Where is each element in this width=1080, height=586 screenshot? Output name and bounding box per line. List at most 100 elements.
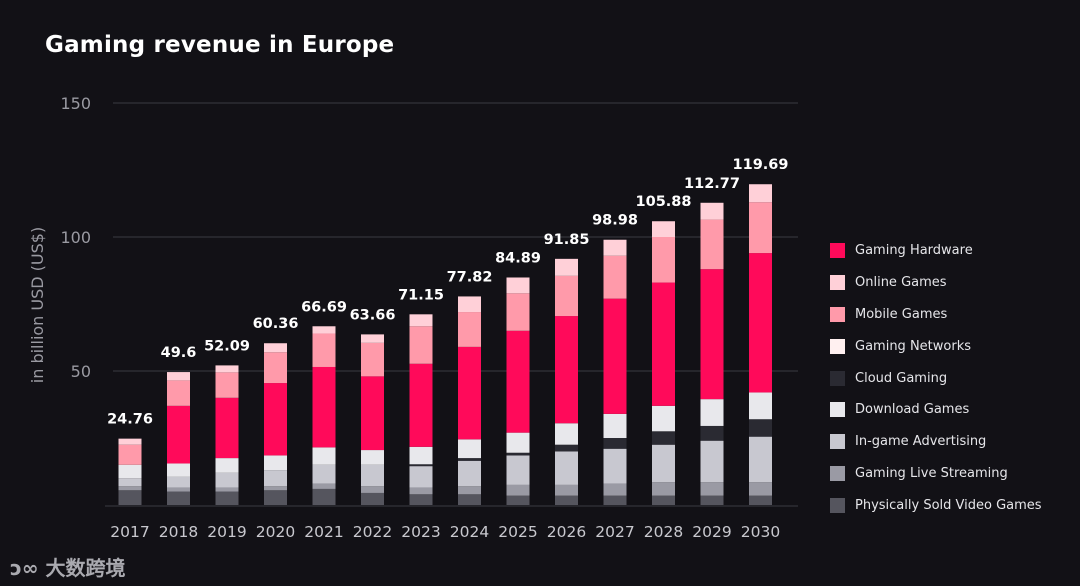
- chart-title: Gaming revenue in Europe: [45, 32, 395, 58]
- bar-segment: [167, 380, 190, 406]
- bar-segment: [749, 419, 772, 437]
- legend-item: Download Games: [830, 394, 1042, 426]
- legend-swatch: [830, 275, 845, 291]
- bar-segment: [167, 372, 190, 381]
- bar-segment: [118, 444, 142, 465]
- bar-segment: [361, 334, 384, 343]
- bar-segment: [603, 448, 627, 484]
- bar-segment: [555, 316, 578, 424]
- y-axis-label: in billion USD (US$): [28, 227, 47, 383]
- bar-segment: [603, 239, 627, 256]
- bar-segment: [506, 452, 530, 456]
- legend-label: Gaming Networks: [855, 338, 971, 354]
- bar-segment: [749, 202, 772, 254]
- bar-segment: [167, 476, 190, 488]
- bar-segment: [312, 483, 336, 489]
- bar-segment: [264, 343, 287, 353]
- watermark: ↄ∞ 大数跨境: [10, 556, 126, 580]
- x-tick-label: 2017: [110, 523, 149, 541]
- bar-segment: [312, 366, 336, 448]
- x-tick-label: 2024: [450, 523, 489, 541]
- bar-segment: [555, 444, 578, 452]
- bar-segment: [458, 486, 481, 495]
- bar-segment: [700, 202, 724, 220]
- bar-segment: [458, 346, 481, 440]
- bar-segment: [749, 253, 772, 393]
- legend-item: In-game Advertising: [830, 426, 1042, 458]
- bar-segment: [603, 298, 627, 414]
- bar-segment: [215, 472, 239, 488]
- data-label: 49.6: [161, 345, 197, 361]
- legend-label: In-game Advertising: [855, 434, 987, 450]
- bar-segment: [361, 486, 384, 493]
- data-label: 66.69: [301, 299, 347, 315]
- bar-segment: [118, 486, 142, 491]
- bar-segment: [458, 312, 481, 347]
- bar-segment: [409, 487, 433, 495]
- data-label: 105.88: [636, 194, 692, 210]
- bar-segment: [603, 413, 627, 438]
- legend-label: Gaming Hardware: [855, 243, 973, 259]
- data-label: 71.15: [398, 287, 444, 303]
- bar-segment: [458, 494, 481, 505]
- bar-segment: [409, 314, 433, 327]
- bar-segment: [264, 455, 287, 471]
- legend: Gaming Hardware Online Games Mobile Games G…: [830, 235, 1042, 521]
- data-label: 24.76: [107, 412, 153, 428]
- x-tick-label: 2027: [595, 523, 634, 541]
- bar-segment: [749, 392, 772, 420]
- bar-segment: [167, 487, 190, 492]
- x-tick-label: 2018: [159, 523, 198, 541]
- data-label: 52.09: [204, 338, 250, 354]
- bar-segment: [603, 483, 627, 496]
- bar-segment: [167, 491, 190, 505]
- bar-segment: [506, 484, 530, 496]
- bar-segment: [215, 458, 239, 473]
- bar-segment: [555, 258, 578, 276]
- bar-segment: [506, 293, 530, 331]
- bar-segment: [409, 464, 433, 467]
- bar-segment: [409, 363, 433, 447]
- bar-segment: [652, 444, 675, 483]
- bar-segment: [603, 495, 627, 505]
- data-label: 60.36: [253, 316, 299, 332]
- bar-segment: [506, 432, 530, 453]
- bar-segment: [749, 184, 772, 203]
- bar-segment: [458, 460, 481, 487]
- bar-segment: [264, 470, 287, 487]
- bar-segment: [749, 482, 772, 496]
- data-label: 112.77: [684, 176, 740, 192]
- bar-segment: [215, 487, 239, 492]
- legend-item: Physically Sold Video Games: [830, 489, 1042, 521]
- bar-segment: [652, 237, 675, 283]
- x-tick-label: 2030: [741, 523, 780, 541]
- legend-swatch: [830, 434, 845, 450]
- bar-segment: [409, 466, 433, 488]
- bar-segment: [312, 326, 336, 334]
- legend-label: Gaming Live Streaming: [855, 465, 1008, 481]
- data-label: 63.66: [350, 307, 396, 323]
- legend-swatch: [830, 370, 845, 386]
- y-tick-label: 100: [60, 228, 91, 247]
- bar-segment: [458, 458, 481, 461]
- data-label: 91.85: [544, 232, 590, 248]
- bar-segment: [555, 484, 578, 496]
- x-tick-label: 2021: [304, 523, 343, 541]
- legend-swatch: [830, 338, 845, 354]
- bar-segment: [312, 464, 336, 484]
- x-tick-label: 2019: [207, 523, 246, 541]
- bar-segment: [555, 423, 578, 445]
- bar-segment: [118, 478, 142, 487]
- data-label: 119.69: [733, 157, 789, 173]
- bar-segment: [118, 490, 142, 505]
- legend-item: Gaming Networks: [830, 330, 1042, 362]
- x-tick-label: 2025: [498, 523, 537, 541]
- legend-swatch: [830, 497, 845, 513]
- bar-segment: [215, 397, 239, 459]
- bar-segment: [652, 482, 675, 496]
- x-tick-label: 2026: [547, 523, 586, 541]
- x-tick-label: 2023: [401, 523, 440, 541]
- bar-segment: [361, 464, 384, 487]
- bar-segment: [361, 376, 384, 451]
